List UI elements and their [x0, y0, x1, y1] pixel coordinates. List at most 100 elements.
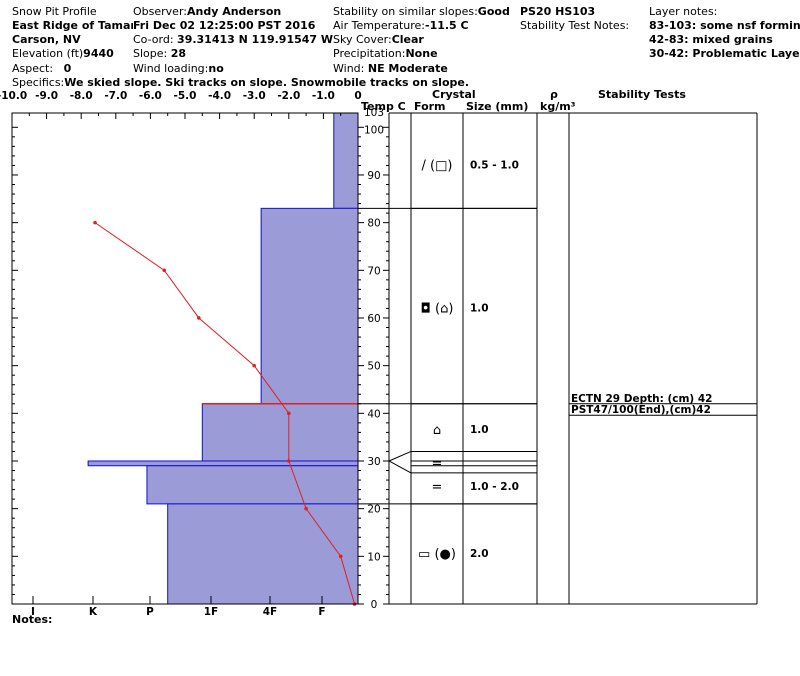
notes-label: Notes: — [12, 613, 53, 626]
aspect-label: Aspect: — [12, 62, 54, 75]
observer-value: Andy Anderson — [186, 5, 282, 18]
wind-value: NE Moderate — [367, 62, 448, 75]
height-tick-label: 20 — [367, 504, 380, 516]
hardness-tick-label: I — [31, 606, 35, 618]
hardness-layer — [201, 403, 359, 462]
state: Carson, NV — [12, 33, 81, 46]
layer-note: 83-103: some nsf forming — [649, 19, 800, 32]
height-tick-label: 30 — [367, 456, 380, 468]
wind-loading-row: Wind loading:no — [133, 62, 224, 75]
stability-row: Stability on similar slopes:Good — [333, 5, 510, 18]
sky-value: Clear — [391, 33, 424, 46]
wind-row: Wind: NE Moderate — [333, 62, 448, 75]
temperature-point — [338, 554, 343, 559]
sky-row: Sky Cover:Clear — [333, 33, 424, 46]
temp-column-header: Temp C — [361, 100, 406, 113]
density-unit: kg/m³ — [540, 100, 576, 113]
precip-row: Precipitation:None — [333, 47, 438, 60]
temp-tick-label: -8.0 — [70, 90, 93, 102]
crystal-form-symbol: ⌂ — [433, 423, 441, 438]
height-tick-label: 90 — [367, 170, 380, 182]
hardness-layer — [260, 207, 359, 405]
layer-connector — [388, 450, 412, 462]
temp-tick-label: -10.0 — [0, 90, 27, 102]
observer-row: Observer:Andy Anderson — [133, 5, 281, 18]
hardness-tick-label: F — [318, 606, 325, 618]
observer-label: Observer: — [133, 5, 187, 18]
elevation-row: Elevation (ft)9440 — [12, 47, 114, 60]
air-temp-label: Air Temperature: — [333, 19, 425, 32]
height-tick-label: 103 — [364, 107, 384, 119]
temperature-point — [287, 411, 291, 416]
layer-note: 30-42: Problematic Layer — [649, 47, 800, 60]
wind-loading-value: no — [208, 62, 224, 75]
hardness-layer — [87, 460, 359, 467]
slope-value: 28 — [170, 47, 187, 60]
sky-label: Sky Cover: — [333, 33, 392, 46]
air-temp-row: Air Temperature:-11.5 C — [333, 19, 469, 32]
coord-value: 39.31413 N 119.91547 W — [177, 33, 334, 46]
air-temp-value: -11.5 C — [425, 19, 469, 32]
elevation-label: Elevation (ft) — [12, 47, 84, 60]
wind-loading-label: Wind loading: — [133, 62, 209, 75]
temp-tick-label: -4.0 — [208, 90, 231, 102]
crystal-form-symbol: = — [432, 480, 443, 495]
profile-title: Snow Pit Profile — [12, 5, 97, 18]
crystal-form-symbol: / (□) — [422, 158, 453, 173]
aspect-row: Aspect: 0 — [12, 62, 71, 75]
crystal-form-symbol: ▭ (●) — [418, 547, 456, 562]
stability-test-result: PST47/100(End),(cm)42 — [571, 404, 711, 416]
height-tick-label: 40 — [367, 408, 380, 420]
height-tick-label: 0 — [371, 599, 378, 611]
hardness-tick-label: 1F — [204, 606, 218, 618]
hardness-layer — [333, 112, 359, 209]
specifics-label: Specifics: — [12, 76, 65, 89]
height-tick-label: 50 — [367, 361, 380, 373]
hardness-tick-label: P — [146, 606, 154, 618]
date: Fri Dec 02 12:25:00 PST 2016 — [133, 19, 316, 32]
height-tick-label: 100 — [364, 124, 384, 136]
stability-test-result: ECTN 29 Depth: (cm) 42 — [571, 393, 712, 405]
specifics-row: Specifics:We skied slope. Ski tracks on … — [12, 76, 469, 89]
specifics-value: We skied slope. Ski tracks on slope. Sno… — [64, 76, 470, 89]
temp-tick-label: -6.0 — [139, 90, 162, 102]
temp-tick-label: -9.0 — [35, 90, 58, 102]
location: East Ridge of Tamarack — [12, 19, 158, 32]
wind-label: Wind: — [333, 62, 365, 75]
crystal-form-symbol: ◘ (⌂) — [421, 301, 454, 316]
crystal-size: 2.0 — [470, 548, 489, 560]
temp-tick-label: 0 — [354, 90, 361, 102]
temp-tick-label: -3.0 — [243, 90, 266, 102]
crystal-size: 1.0 — [470, 424, 489, 436]
size-column-header: Size (mm) — [466, 100, 529, 113]
temperature-point — [162, 268, 167, 273]
temperature-point — [304, 506, 308, 511]
crystal-size: 1.0 - 2.0 — [470, 481, 519, 493]
stability-tests-column-header: Stability Tests — [598, 88, 686, 101]
hardness-layer — [146, 465, 359, 505]
layer-note: 42-83: mixed grains — [649, 33, 773, 46]
precip-label: Precipitation: — [333, 47, 406, 60]
temp-tick-label: -1.0 — [312, 90, 335, 102]
stability-label: Stability on similar slopes: — [333, 5, 478, 18]
height-tick-label: 10 — [367, 551, 380, 563]
height-tick-label: 70 — [367, 265, 380, 277]
hardness-tick-label: 4F — [263, 606, 277, 618]
temp-tick-label: -2.0 — [277, 90, 300, 102]
layer-connector — [388, 460, 412, 474]
coord-label: Co-ord: — [133, 33, 174, 46]
temperature-point — [287, 459, 291, 463]
precip-value: None — [405, 47, 438, 60]
temp-tick-label: -7.0 — [104, 90, 127, 102]
stability-value: Good — [477, 5, 510, 18]
crystal-size: 1.0 — [470, 302, 489, 314]
hardness-tick-label: K — [89, 606, 98, 618]
temperature-point — [93, 220, 97, 225]
crystal-size: 0.5 - 1.0 — [470, 159, 519, 171]
slope-label: Slope: — [133, 47, 168, 60]
ps-hs: PS20 HS103 — [520, 5, 596, 18]
slope-row: Slope: 28 — [133, 47, 186, 60]
height-tick-label: 80 — [367, 218, 380, 230]
form-column-header: Form — [414, 100, 446, 113]
temp-tick-label: -5.0 — [174, 90, 197, 102]
